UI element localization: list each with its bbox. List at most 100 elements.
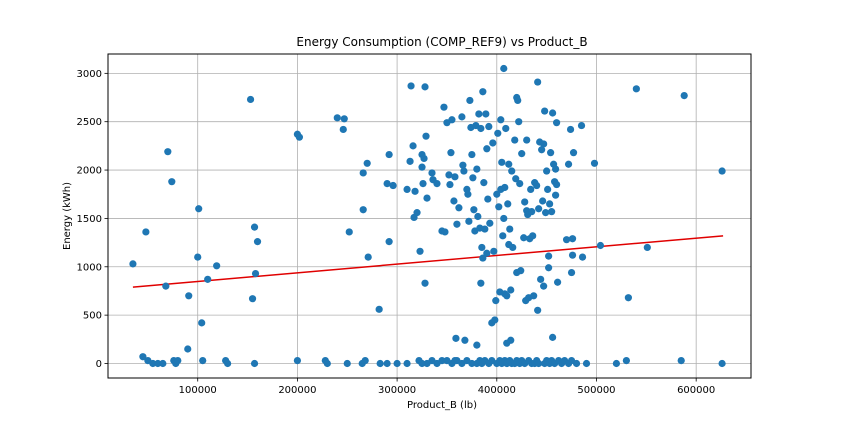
- data-point: [492, 297, 500, 305]
- data-point: [503, 292, 511, 300]
- data-point: [246, 95, 255, 104]
- data-point: [534, 78, 542, 86]
- data-point: [538, 146, 546, 154]
- data-point: [164, 148, 172, 156]
- data-point: [458, 113, 466, 121]
- data-point: [250, 223, 259, 231]
- chart-title: Energy Consumption (COMP_REF9) vs Produc…: [296, 35, 587, 49]
- y-tick-label: 500: [83, 311, 102, 322]
- data-point: [253, 238, 262, 246]
- y-tick-label: 1500: [77, 214, 102, 225]
- data-point: [251, 269, 260, 278]
- data-point: [489, 139, 497, 147]
- data-point: [497, 116, 505, 124]
- data-point: [529, 232, 537, 240]
- data-point: [541, 107, 549, 115]
- x-tick-label: 300000: [378, 385, 416, 396]
- data-point: [422, 132, 430, 140]
- data-point: [539, 197, 547, 205]
- data-point: [540, 140, 548, 148]
- data-point: [470, 206, 478, 214]
- data-point: [464, 190, 472, 198]
- x-tick-label: 500000: [577, 385, 615, 396]
- data-point: [407, 82, 415, 90]
- data-point: [562, 236, 571, 244]
- data-point: [485, 122, 493, 131]
- data-point: [340, 115, 348, 123]
- data-point: [376, 359, 384, 368]
- data-point: [389, 181, 397, 190]
- data-point: [552, 191, 560, 199]
- data-point: [622, 356, 630, 365]
- data-point: [537, 275, 545, 283]
- data-point: [363, 159, 371, 167]
- data-point: [479, 88, 487, 96]
- data-points: [129, 64, 726, 368]
- data-point: [480, 179, 488, 187]
- data-point: [507, 286, 515, 294]
- data-point: [441, 228, 449, 236]
- data-point: [361, 356, 369, 365]
- data-point: [421, 279, 429, 287]
- data-point: [446, 180, 454, 189]
- data-point: [505, 160, 513, 168]
- data-point: [512, 175, 520, 183]
- data-point: [502, 124, 510, 133]
- data-point: [481, 225, 489, 233]
- data-point: [452, 334, 460, 342]
- data-point: [461, 336, 469, 344]
- data-point: [547, 149, 555, 157]
- data-point: [553, 119, 561, 127]
- data-point: [162, 282, 170, 290]
- data-point: [533, 181, 541, 190]
- data-point: [339, 125, 347, 134]
- x-tick-label: 100000: [179, 385, 217, 396]
- data-point: [545, 252, 553, 260]
- axis-ticks: 100000 200000 300000 400000 500000 600000 0 500…: [77, 69, 716, 396]
- trend-line-group: [132, 235, 724, 288]
- data-point: [447, 149, 455, 157]
- data-point: [632, 85, 640, 93]
- data-point: [549, 333, 557, 341]
- data-point: [509, 243, 517, 252]
- data-point: [491, 316, 499, 324]
- data-point: [473, 341, 481, 349]
- data-point: [527, 185, 535, 194]
- data-point: [590, 159, 599, 167]
- data-point: [515, 118, 523, 126]
- data-point: [199, 356, 207, 365]
- y-tick-label: 2500: [77, 117, 102, 128]
- data-point: [517, 267, 525, 275]
- data-point: [451, 173, 459, 181]
- data-point: [567, 356, 576, 365]
- data-point: [680, 91, 688, 100]
- data-point: [718, 359, 726, 368]
- data-point: [553, 180, 561, 189]
- data-point: [440, 103, 448, 111]
- data-point: [540, 282, 548, 290]
- data-point: [475, 110, 483, 118]
- data-point: [468, 150, 476, 159]
- y-tick-label: 0: [96, 359, 102, 370]
- data-point: [448, 116, 456, 124]
- data-point: [333, 114, 341, 122]
- data-point: [507, 336, 515, 344]
- data-point: [520, 234, 528, 242]
- data-point: [549, 109, 557, 117]
- data-point: [494, 129, 502, 137]
- data-point: [421, 83, 429, 91]
- data-point: [403, 185, 411, 194]
- data-point: [568, 235, 577, 243]
- data-point: [184, 345, 192, 353]
- data-point: [418, 359, 426, 368]
- data-point: [486, 219, 494, 227]
- data-point: [195, 205, 203, 213]
- data-point: [393, 359, 401, 368]
- data-point: [624, 294, 632, 302]
- data-point: [544, 185, 552, 194]
- data-point: [248, 295, 257, 303]
- data-point: [518, 150, 526, 158]
- plot-area-frame: [107, 53, 752, 379]
- data-point: [168, 178, 176, 186]
